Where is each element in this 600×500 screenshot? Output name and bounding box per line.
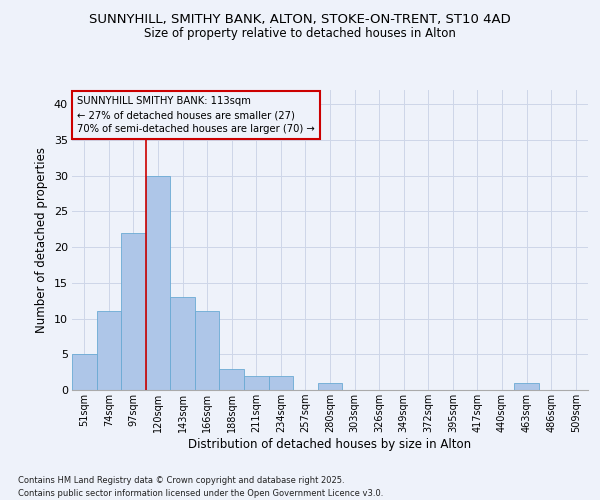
Text: SUNNYHILL, SMITHY BANK, ALTON, STOKE-ON-TRENT, ST10 4AD: SUNNYHILL, SMITHY BANK, ALTON, STOKE-ON-… (89, 12, 511, 26)
Text: Size of property relative to detached houses in Alton: Size of property relative to detached ho… (144, 28, 456, 40)
Bar (220, 368, 244, 390)
Bar (170, 297, 195, 390)
Text: Contains HM Land Registry data © Crown copyright and database right 2025.
Contai: Contains HM Land Registry data © Crown c… (18, 476, 383, 498)
Text: SUNNYHILL SMITHY BANK: 113sqm
← 27% of detached houses are smaller (27)
70% of s: SUNNYHILL SMITHY BANK: 113sqm ← 27% of d… (77, 96, 315, 134)
Bar (146, 176, 170, 390)
X-axis label: Distribution of detached houses by size in Alton: Distribution of detached houses by size … (188, 438, 472, 451)
Bar (121, 233, 146, 390)
Bar (269, 376, 293, 390)
Y-axis label: Number of detached properties: Number of detached properties (35, 147, 48, 333)
Bar (244, 376, 269, 390)
Bar (318, 383, 342, 390)
Bar (97, 312, 121, 390)
Bar (72, 354, 97, 390)
Bar (195, 312, 220, 390)
Bar (514, 383, 539, 390)
